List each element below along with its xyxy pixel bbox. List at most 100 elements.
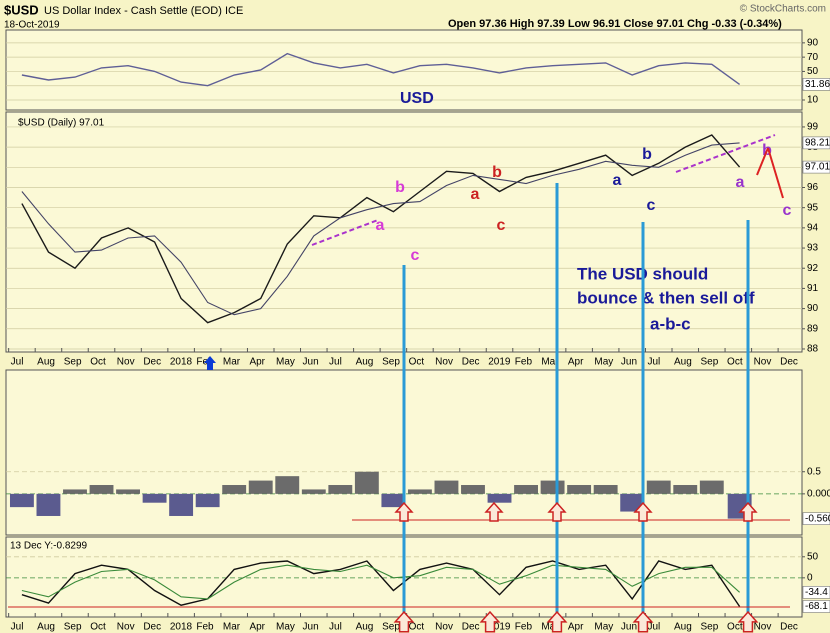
arrow (479, 610, 501, 633)
x-tick-label: Sep (701, 357, 719, 368)
wave-label: b (642, 146, 652, 163)
x-tick-label: Oct (727, 357, 743, 368)
wave-label: c (497, 217, 506, 234)
bar (673, 485, 698, 494)
x-tick-label: Aug (674, 622, 692, 633)
y-tick-label: 0.000 (807, 489, 830, 500)
x-tick-label: 2018 (170, 622, 193, 633)
arrow (633, 501, 653, 522)
x-tick-label: Sep (701, 622, 719, 633)
wave-label: a (613, 172, 622, 189)
x-tick-label: Jun (303, 357, 319, 368)
x-tick-label: Jun (621, 622, 637, 633)
bar (434, 480, 459, 494)
x-tick-label: May (276, 622, 295, 633)
x-tick-label: 2019 (488, 622, 511, 633)
x-tick-label: Mar (223, 357, 241, 368)
y-tick-label: 95 (807, 202, 819, 213)
bar (328, 485, 353, 494)
x-tick-label: Feb (515, 357, 533, 368)
x-tick-label: Nov (117, 622, 135, 633)
x-tick-label: Aug (674, 357, 692, 368)
last-value-label: 97.01 (805, 162, 830, 173)
x-tick-label: Jul (329, 357, 342, 368)
wave-label: a (376, 217, 385, 234)
x-tick-label: Dec (143, 622, 161, 633)
date: 18-Oct-2019 (4, 20, 60, 31)
last-value-box (802, 160, 830, 174)
x-tick-label: Nov (754, 622, 772, 633)
bar (63, 489, 87, 494)
x-tick-label: May (276, 357, 295, 368)
bar (567, 485, 592, 494)
bar (116, 489, 140, 494)
bar (514, 485, 538, 494)
last-value-label: -34.4 (805, 587, 828, 598)
note: a-b-c (650, 314, 691, 333)
bar (407, 489, 432, 494)
trendline (675, 134, 776, 173)
bar (593, 485, 618, 494)
series-line (21, 134, 741, 324)
legend: $USD (Daily) 97.01 (18, 118, 105, 129)
x-tick-label: Jul (11, 357, 24, 368)
x-tick-label: Feb (196, 622, 214, 633)
x-tick-label: Aug (37, 357, 55, 368)
arrow (394, 501, 414, 522)
arrow (738, 501, 758, 522)
x-tick-label: Nov (754, 357, 772, 368)
wave-label: b (395, 179, 405, 196)
projection (767, 147, 784, 199)
last-value-box (802, 136, 830, 150)
y-tick-label: 70 (807, 52, 819, 63)
x-tick-label: Jul (647, 357, 660, 368)
bar (222, 485, 247, 494)
bar (248, 480, 273, 494)
wave-label: c (411, 247, 420, 264)
bar (275, 476, 300, 494)
x-tick-label: Oct (409, 357, 425, 368)
y-tick-label: 0.5 (807, 466, 821, 477)
instrument-name: US Dollar Index - Cash Settle (EOD) ICE (44, 5, 243, 17)
x-tick-label: Mar (541, 622, 559, 633)
last-value-label: 31.86 (805, 79, 830, 90)
y-tick-label: 94 (807, 223, 819, 234)
x-tick-label: Aug (356, 357, 374, 368)
x-tick-label: Nov (117, 357, 135, 368)
y-tick-label: 10 (807, 95, 819, 106)
x-tick-label: Apr (568, 622, 584, 633)
x-tick-label: Jun (303, 622, 319, 633)
arrow (484, 501, 504, 522)
y-tick-label: 50 (807, 551, 819, 562)
wave-label: a (736, 174, 745, 191)
trendline (311, 219, 379, 246)
panel-label: USD (400, 90, 434, 107)
last-value-label: -0.560 (805, 513, 830, 524)
x-tick-label: Apr (568, 357, 584, 368)
bar (487, 493, 512, 503)
bar (620, 493, 645, 512)
x-tick-label: Oct (90, 622, 106, 633)
symbol: $USD (4, 2, 39, 17)
y-tick-label: 88 (807, 344, 819, 355)
x-tick-label: Feb (515, 622, 533, 633)
y-tick-label: 96 (807, 182, 819, 193)
y-tick-label: 50 (807, 66, 819, 77)
x-tick-label: Aug (356, 622, 374, 633)
wave-label: c (647, 197, 656, 214)
x-tick-label: Mar (223, 622, 241, 633)
last-value-box (802, 600, 830, 613)
bar (646, 480, 671, 494)
x-tick-label: Mar (541, 357, 559, 368)
series-line (21, 564, 740, 600)
x-tick-label: 2018 (170, 357, 193, 368)
last-value-label: 98.21 (805, 138, 830, 149)
x-tick-label: 2019 (488, 357, 511, 368)
x-tick-label: Apr (249, 357, 265, 368)
y-tick-label: 99 (807, 122, 819, 133)
arrow (393, 610, 415, 633)
bar (381, 493, 406, 508)
bar (301, 489, 326, 494)
marker-arrow (204, 356, 216, 370)
x-tick-label: Oct (90, 357, 106, 368)
